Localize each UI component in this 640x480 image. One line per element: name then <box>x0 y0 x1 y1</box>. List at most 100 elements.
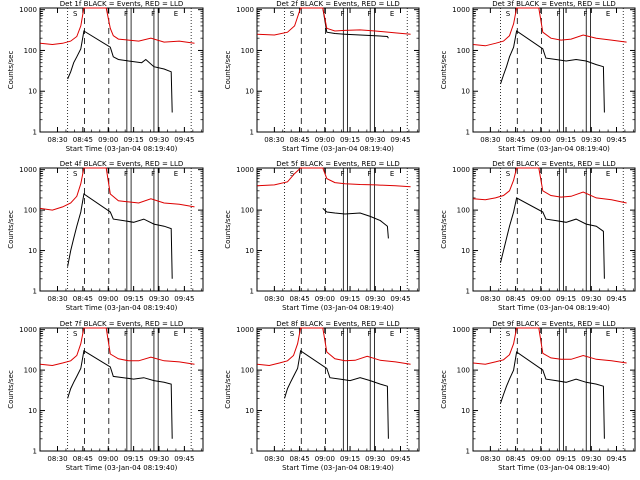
event-marker-label: F <box>556 10 560 18</box>
event-marker-label: F <box>367 10 371 18</box>
panel-det-4: Det 4f BLACK = Events, RED = LLD 1 10 100 10… <box>7 160 204 312</box>
panel-title: Det 5f BLACK = Events, RED = LLD <box>276 160 399 168</box>
y-axis-label: Counts/sec <box>7 210 15 249</box>
event-marker-label: S <box>290 10 295 18</box>
series-line-lld <box>257 327 411 367</box>
y-axis-label: Counts/sec <box>224 210 232 249</box>
x-tick-label: 08:30 <box>264 136 284 144</box>
x-tick-label: 08:30 <box>47 295 67 303</box>
x-tick-label: 09:15 <box>340 455 360 463</box>
y-tick-label: 1 <box>33 448 37 456</box>
x-tick-label: 09:45 <box>390 136 410 144</box>
y-tick-label: 1000 <box>236 166 254 174</box>
x-tick-label: 09:45 <box>606 295 626 303</box>
plot-frame <box>472 327 636 452</box>
event-marker-label: E <box>39 10 43 18</box>
event-marker-label: F <box>151 330 155 338</box>
event-marker-label: F <box>556 330 560 338</box>
event-marker-label: S <box>73 170 78 178</box>
y-tick-label: 1 <box>33 288 37 296</box>
panel-title: Det 9f BLACK = Events, RED = LLD <box>492 320 615 328</box>
panel-title: Det 2f BLACK = Events, RED = LLD <box>276 0 399 8</box>
x-tick-label: 08:45 <box>290 136 310 144</box>
panel-det-2: Det 2f BLACK = Events, RED = LLD 1 10 100 10… <box>224 0 420 153</box>
event-marker-label: F <box>124 330 128 338</box>
series-line-events <box>322 208 389 239</box>
y-axis-label: Counts/sec <box>7 370 15 409</box>
event-marker-label: E <box>256 330 260 338</box>
x-tick-label: 09:15 <box>124 455 144 463</box>
x-tick-label: 08:30 <box>47 136 67 144</box>
x-tick-label: 09:15 <box>556 295 576 303</box>
y-tick-label: 10 <box>461 407 470 415</box>
event-marker-label: F <box>556 170 560 178</box>
x-tick-label: 09:15 <box>340 295 360 303</box>
panel-title: Det 1f BLACK = Events, RED = LLD <box>60 0 183 8</box>
plot-frame <box>472 7 636 133</box>
event-marker-label: E <box>256 10 260 18</box>
x-axis-label: Start Time (03-Jan-04 08:19:40) <box>282 464 394 472</box>
x-tick-label: 08:30 <box>264 295 284 303</box>
y-axis-label: Counts/sec <box>440 370 448 409</box>
x-tick-label: 08:45 <box>73 295 93 303</box>
event-marker-label: E <box>606 170 610 178</box>
series-line-events <box>67 30 173 113</box>
panel-det-9: Det 9f BLACK = Events, RED = LLD 1 10 100 10… <box>440 320 636 472</box>
x-tick-label: 08:30 <box>480 136 500 144</box>
x-tick-label: 09:00 <box>98 136 118 144</box>
x-axis-label: Start Time (03-Jan-04 08:19:40) <box>66 145 178 153</box>
y-tick-label: 100 <box>24 367 37 375</box>
y-tick-label: 100 <box>241 207 254 215</box>
y-tick-label: 1 <box>250 448 254 456</box>
plot-frame <box>39 7 204 133</box>
y-tick-label: 1000 <box>452 326 470 334</box>
event-marker-label: F <box>583 170 587 178</box>
series-line-events <box>500 30 605 113</box>
y-tick-label: 100 <box>24 207 37 215</box>
x-tick-label: 09:00 <box>531 455 551 463</box>
plot-frame <box>39 167 204 292</box>
y-axis-label: Counts/sec <box>224 51 232 90</box>
y-tick-label: 1 <box>33 129 37 137</box>
panel-title: Det 4f BLACK = Events, RED = LLD <box>60 160 183 168</box>
x-tick-label: 09:30 <box>149 455 169 463</box>
x-tick-label: 09:30 <box>149 136 169 144</box>
y-axis-label: Counts/sec <box>440 51 448 90</box>
event-marker-label: S <box>290 170 295 178</box>
y-tick-label: 10 <box>461 88 470 96</box>
event-marker-label: E <box>472 10 476 18</box>
series-line-lld <box>257 7 411 36</box>
x-tick-label: 08:45 <box>73 455 93 463</box>
event-marker-label: F <box>583 10 587 18</box>
x-tick-label: 09:00 <box>531 136 551 144</box>
y-tick-label: 100 <box>457 367 470 375</box>
x-tick-label: 09:45 <box>174 295 194 303</box>
y-tick-label: 1 <box>466 448 470 456</box>
y-tick-label: 10 <box>28 88 37 96</box>
y-tick-label: 1 <box>250 288 254 296</box>
panel-det-7: Det 7f BLACK = Events, RED = LLD 1 10 100 10… <box>7 320 204 472</box>
x-tick-label: 09:30 <box>365 136 385 144</box>
x-axis-label: Start Time (03-Jan-04 08:19:40) <box>66 464 178 472</box>
x-tick-label: 08:45 <box>506 295 526 303</box>
panel-title: Det 6f BLACK = Events, RED = LLD <box>492 160 615 168</box>
y-tick-label: 1 <box>250 129 254 137</box>
x-tick-label: 09:30 <box>581 136 601 144</box>
event-marker-label: F <box>340 330 344 338</box>
x-tick-label: 09:00 <box>98 295 118 303</box>
series-line-events <box>284 349 389 439</box>
plot-frame <box>39 327 204 452</box>
y-tick-label: 10 <box>245 88 254 96</box>
y-tick-label: 1000 <box>236 326 254 334</box>
x-tick-label: 09:45 <box>174 136 194 144</box>
x-tick-label: 09:30 <box>365 455 385 463</box>
series-line-lld <box>473 167 627 204</box>
y-tick-label: 10 <box>28 247 37 255</box>
event-marker-label: E <box>472 330 476 338</box>
y-axis-label: Counts/sec <box>224 370 232 409</box>
x-tick-label: 09:15 <box>124 295 144 303</box>
event-marker-label: S <box>506 330 511 338</box>
panel-det-6: Det 6f BLACK = Events, RED = LLD 1 10 100 10… <box>440 160 636 312</box>
event-marker-label: E <box>39 330 43 338</box>
